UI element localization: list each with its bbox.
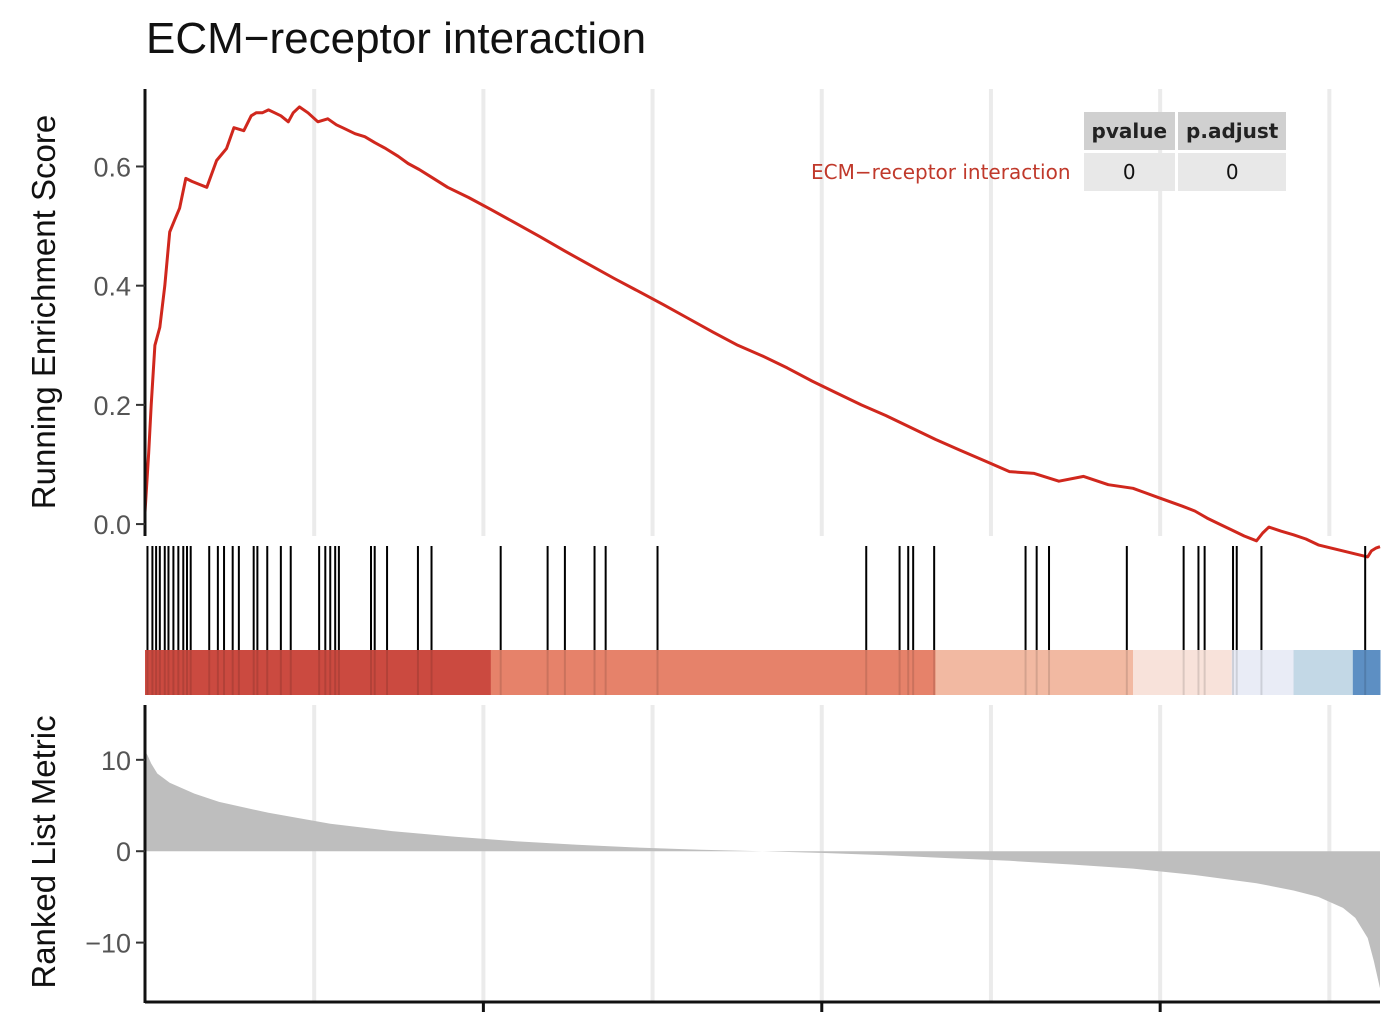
stats-corner — [803, 112, 1081, 150]
stats-table: pvalue p.adjust ECM−receptor interaction… — [800, 109, 1289, 194]
enrichment-curve-line — [143, 105, 1381, 559]
pvalue-header: pvalue — [1083, 112, 1176, 150]
enrichment-y-tick-label: 0.2 — [93, 391, 131, 421]
ranked-y-tick-label: −10 — [85, 929, 131, 959]
ranked-color-segment — [1352, 650, 1381, 695]
ranked-metric-fill — [145, 750, 1380, 989]
enrichment-y-tick-label: 0.0 — [93, 510, 131, 540]
padjust-cell: 0 — [1178, 153, 1287, 191]
enrichment-y-ticks: 0.0 0.2 0.4 0.6 — [93, 152, 145, 540]
ranked-metric-area — [145, 750, 1380, 989]
x-axis-ticks — [481, 1002, 1162, 1012]
ranked-color-bar — [145, 650, 1381, 695]
padjust-header: p.adjust — [1178, 112, 1287, 150]
chart-title: ECM−receptor interaction — [146, 14, 647, 63]
ranked-y-ticks: −10 0 10 — [85, 746, 145, 959]
ranked-color-segment — [1293, 650, 1354, 695]
enrichment-gridlines — [312, 89, 1332, 536]
gene-hit-lines — [146, 546, 1367, 650]
enrichment-y-tick-label: 0.6 — [93, 152, 131, 182]
ranked-color-segment — [145, 650, 492, 695]
ranked-color-segment — [1133, 650, 1233, 695]
ranked-color-segment — [1231, 650, 1295, 695]
ranked-y-tick-label: 0 — [116, 837, 131, 867]
ranked-color-segment — [935, 650, 1134, 695]
enrichment-curve — [143, 105, 1381, 559]
enrichment-y-tick-label: 0.4 — [93, 272, 131, 302]
ranked-y-tick-label: 10 — [101, 746, 131, 776]
legend-entry: ECM−receptor interaction — [811, 160, 1071, 184]
axes — [143, 89, 1380, 1004]
pvalue-cell: 0 — [1083, 153, 1176, 191]
ranked-color-segment — [490, 650, 936, 695]
